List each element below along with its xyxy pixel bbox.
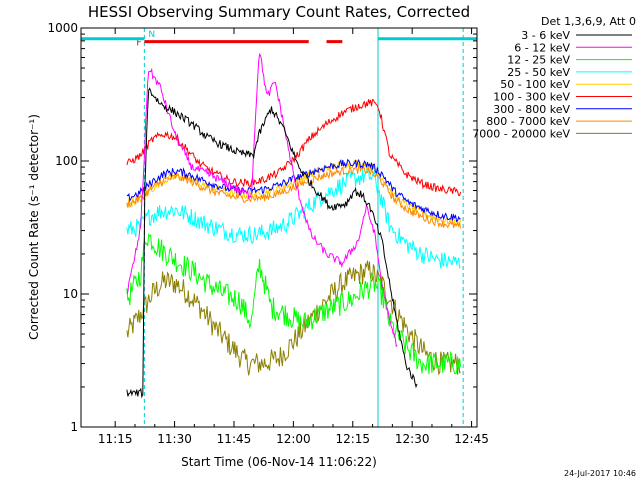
series-line-1 [126, 52, 398, 348]
timestamp: 24-Jul-2017 10:46 [564, 469, 636, 478]
flag-label-F: F [136, 39, 141, 49]
series-line-8 [126, 260, 461, 376]
x-tick-label-5: 12:30 [395, 432, 430, 446]
chart-title: HESSI Observing Summary Count Rates, Cor… [88, 3, 470, 21]
legend-header: Det 1,3,6,9, Att 0 [541, 15, 636, 28]
y-tick-label-1: 10 [63, 287, 78, 301]
y-tick-label-3: 1000 [47, 21, 78, 35]
series-line-7 [126, 164, 462, 229]
legend-label-1: 6 - 12 keV [514, 41, 570, 54]
plot-area: FN [81, 28, 477, 427]
x-tick-label-2: 11:45 [217, 432, 252, 446]
flag-label-N: N [148, 30, 155, 40]
legend-label-2: 12 - 25 keV [507, 54, 570, 67]
series-line-2 [126, 233, 462, 375]
y-tick-label-0: 1 [70, 420, 78, 434]
legend-label-4: 50 - 100 keV [500, 78, 570, 91]
legend-label-6: 300 - 800 keV [493, 103, 570, 116]
y-tick-label-2: 100 [55, 154, 78, 168]
legend-label-0: 3 - 6 keV [521, 29, 570, 42]
series-line-3 [126, 166, 461, 269]
x-tick-label-0: 11:15 [98, 432, 133, 446]
series-line-0 [126, 87, 418, 399]
legend-label-8: 7000 - 20000 keV [472, 127, 570, 140]
y-axis-label: Corrected Count Rate (s⁻¹ detector⁻¹) [27, 114, 41, 340]
x-tick-label-6: 12:45 [454, 432, 489, 446]
x-axis: 11:15 11:30 11:45 12:00 12:15 12:30 12:45 [98, 28, 489, 446]
series-line-5 [126, 98, 462, 197]
legend-label-5: 100 - 300 keV [493, 91, 570, 104]
x-axis-label: Start Time (06-Nov-14 11:06:22) [181, 455, 377, 469]
plot-frame [80, 27, 478, 428]
y-axis: 1 10 100 1000 [47, 21, 477, 434]
x-tick-label-4: 12:15 [335, 432, 370, 446]
legend-label-3: 25 - 50 keV [507, 66, 570, 79]
x-tick-label-1: 11:30 [157, 432, 192, 446]
x-tick-label-3: 12:00 [276, 432, 311, 446]
legend-label-7: 800 - 7000 keV [486, 115, 570, 128]
